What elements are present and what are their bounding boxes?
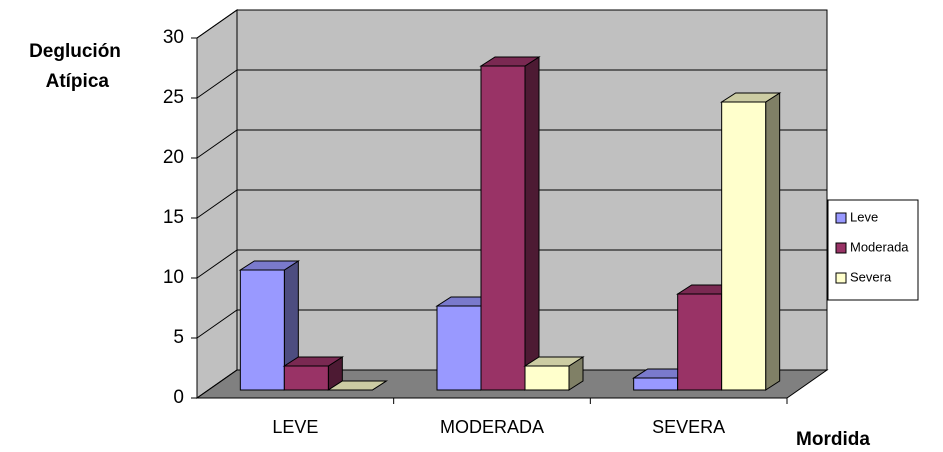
- bar: [677, 293, 723, 391]
- legend-swatch: [835, 242, 847, 254]
- grid: [196, 9, 827, 399]
- grid-line: [196, 69, 827, 99]
- legend-label: Severa: [850, 269, 892, 284]
- x-tick-label: MODERADA: [440, 417, 544, 437]
- bar: [633, 377, 679, 391]
- y-tick-label: 20: [163, 147, 184, 168]
- bar: [721, 101, 767, 391]
- legend-entries: Leve Moderada Severa: [835, 209, 909, 284]
- grid-line: [196, 249, 827, 279]
- grid-line: [196, 9, 827, 39]
- x-axis-title: Mordida: [796, 429, 870, 450]
- x-tick-label: SEVERA: [652, 417, 725, 437]
- legend-label: Leve: [850, 209, 878, 224]
- y-tick-label: 15: [163, 207, 184, 228]
- grid-line: [196, 189, 827, 219]
- bar-top: [326, 380, 389, 391]
- y-tick-label: 10: [163, 267, 184, 288]
- bar: [283, 365, 329, 391]
- legend-swatch: [835, 212, 847, 224]
- grid-line: [196, 369, 827, 399]
- y-tick-label: 5: [173, 327, 184, 348]
- legend-label: Moderada: [850, 239, 909, 254]
- grid-line: [196, 309, 827, 339]
- y-tick-label: 25: [163, 87, 184, 108]
- y-tick-label: 0: [173, 387, 184, 408]
- bar: [524, 365, 570, 391]
- legend-swatch: [835, 272, 847, 284]
- bar-side: [524, 56, 540, 391]
- grid-line: [196, 129, 827, 159]
- y-tick-label: 30: [163, 27, 184, 48]
- bar-side: [765, 92, 781, 391]
- y-axis-title: Deglución Atípica: [29, 41, 121, 92]
- x-tick-label: LEVE: [272, 417, 318, 437]
- bars: [238, 56, 782, 391]
- bar: [480, 65, 526, 391]
- bar: [436, 305, 482, 391]
- bar: [239, 269, 285, 391]
